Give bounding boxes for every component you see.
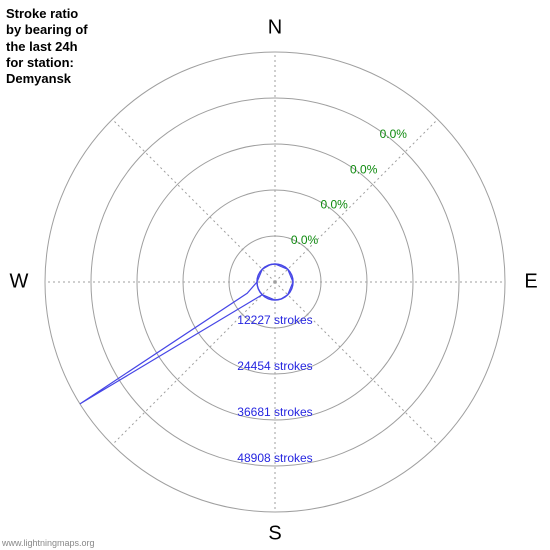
ring-label-strokes: 24454 strokes [237, 359, 312, 373]
spoke [112, 119, 275, 282]
ring-label-strokes: 36681 strokes [237, 405, 312, 419]
cardinal-n: N [268, 16, 282, 38]
data-shape [80, 264, 293, 404]
ring-label-pct: 0.0% [320, 198, 348, 212]
spokes [45, 52, 505, 512]
cardinal-e: E [524, 270, 537, 292]
cardinal-labels: N E S W [10, 16, 538, 544]
ring-label-pct: 0.0% [380, 127, 408, 141]
ring-label-strokes: 48908 strokes [237, 451, 312, 465]
ring-label-pct: 0.0% [350, 162, 378, 176]
ring-label-pct: 0.0% [291, 233, 319, 247]
cardinal-s: S [268, 522, 281, 544]
polar-chart: 0.0% 12227 strokes 0.0% 24454 strokes 0.0% 36… [0, 0, 550, 550]
footer-attribution: www.lightningmaps.org [2, 538, 95, 548]
ring-label-strokes: 12227 strokes [237, 313, 312, 327]
cardinal-w: W [10, 270, 29, 292]
data-polygon [80, 264, 293, 404]
spoke [275, 119, 438, 282]
